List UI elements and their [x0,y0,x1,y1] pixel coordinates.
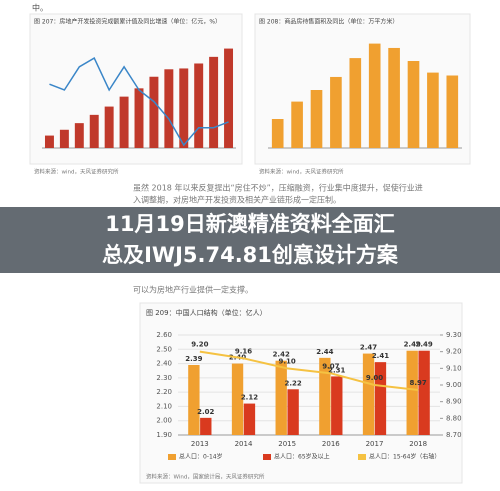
line [199,350,419,391]
y-tick-label: 2.50 [156,345,172,353]
data-label: 2.12 [241,394,258,402]
legend-swatch [263,454,271,460]
bar [446,75,459,148]
bar [164,69,174,148]
figure-title: 图 209：中国人口结构（单位：亿人） [146,308,267,317]
bar [330,76,342,148]
data-label: 2.22 [284,379,301,387]
figure-title: 图 207：房地产开发投资完成额累计值及同比增速（单位：亿元，%） [34,18,221,26]
bar [209,56,219,148]
legend-label: 总人口：15-64岁（右轴） [369,453,440,461]
legend-label: 总人口：0-14岁 [179,453,223,461]
line [49,57,229,147]
x-tick-label: 2013 [191,440,209,448]
paragraph: 入调整期，对房地产开发投资及相关产业链形成一定压制。 [133,195,341,205]
y-tick-label: 1.90 [156,431,172,439]
bar [427,72,439,148]
banner-title: 11月19日新澳精准资料全面汇 [105,212,394,236]
x-tick-label: 2015 [278,440,296,448]
y-tick-label: 2.40 [156,360,172,368]
y-tick-label: 2.60 [156,331,172,339]
bar [388,47,400,149]
figure-title: 图 208：商品房待售面积及同比（单位：万平方米） [259,18,398,26]
bar [291,101,303,148]
bar [149,76,159,148]
paragraph: 可以为房地产行业提供一定支撑。 [133,285,253,295]
y2-tick-label: 8.80 [446,414,462,422]
data-label: 9.20 [191,341,208,349]
y2-tick-label: 8.70 [446,431,462,439]
bar [331,376,343,435]
figure-source: 资料来源：wind，天风证券研究所 [259,168,344,176]
data-label: 2.41 [372,352,389,360]
legend-swatch [358,454,366,460]
bar [374,362,387,435]
bar [200,417,212,435]
y2-tick-label: 9.20 [446,348,462,356]
x-tick-label: 2017 [366,440,384,448]
data-label: 2.31 [328,366,345,374]
banner [0,207,500,273]
data-label: 2.44 [316,348,333,356]
bar [44,135,54,148]
x-tick-label: 2016 [322,440,340,448]
bar [104,106,114,148]
bar [418,350,430,435]
data-label: 9.16 [235,347,252,355]
banner-title: 总及IWJ5.74.81创意设计方案 [102,243,399,267]
bar [89,114,99,148]
y2-tick-label: 9.30 [446,331,462,339]
bar [368,43,381,148]
bar [188,365,200,435]
y2-tick-label: 9.00 [446,381,462,389]
bar [310,90,323,148]
bar [194,63,204,148]
intro: 中。 [32,3,48,13]
figure-source: 资料来源：wind，天风证券研究所 [34,168,119,176]
data-label: 9.00 [366,374,383,382]
data-label: 8.97 [410,379,427,387]
bar [362,353,375,435]
bar [287,389,299,435]
y-tick-label: 2.10 [156,402,172,410]
bar [349,58,362,148]
bar [231,363,244,435]
data-label: 2.42 [273,351,290,359]
y-tick-label: 2.00 [156,417,172,425]
data-label: 2.49 [415,341,432,349]
data-label: 9.07 [322,362,339,370]
bar [243,403,256,435]
y-tick-label: 2.30 [156,374,172,382]
y2-tick-label: 8.90 [446,398,462,406]
data-label: 2.47 [360,344,377,352]
bar [275,360,287,435]
bar [224,48,234,149]
data-label: 2.02 [197,408,214,416]
paragraph: 虽然 2018 年以来反复提出“房住不炒”，压缩融资，行业集中度提升，促使行业进 [133,183,423,193]
bar [59,129,69,148]
bar [179,68,189,148]
x-tick-label: 2014 [235,440,253,448]
bar [74,123,84,148]
bar [406,350,418,435]
bar [134,88,144,148]
legend-label: 总人口：65岁及以上 [274,453,330,461]
data-label: 2.49 [404,341,421,349]
y-tick-label: 2.20 [156,388,172,396]
bar [271,119,284,148]
bar [407,61,420,148]
figure-source: 资料来源：Wind，国家统计局，天风证券研究所 [146,473,265,481]
x-tick-label: 2018 [409,440,427,448]
legend-swatch [168,454,176,460]
bar [319,357,331,435]
y2-tick-label: 9.10 [446,364,462,372]
data-label: 2.39 [185,355,202,363]
data-label: 9.10 [279,357,296,365]
bar [119,96,129,148]
